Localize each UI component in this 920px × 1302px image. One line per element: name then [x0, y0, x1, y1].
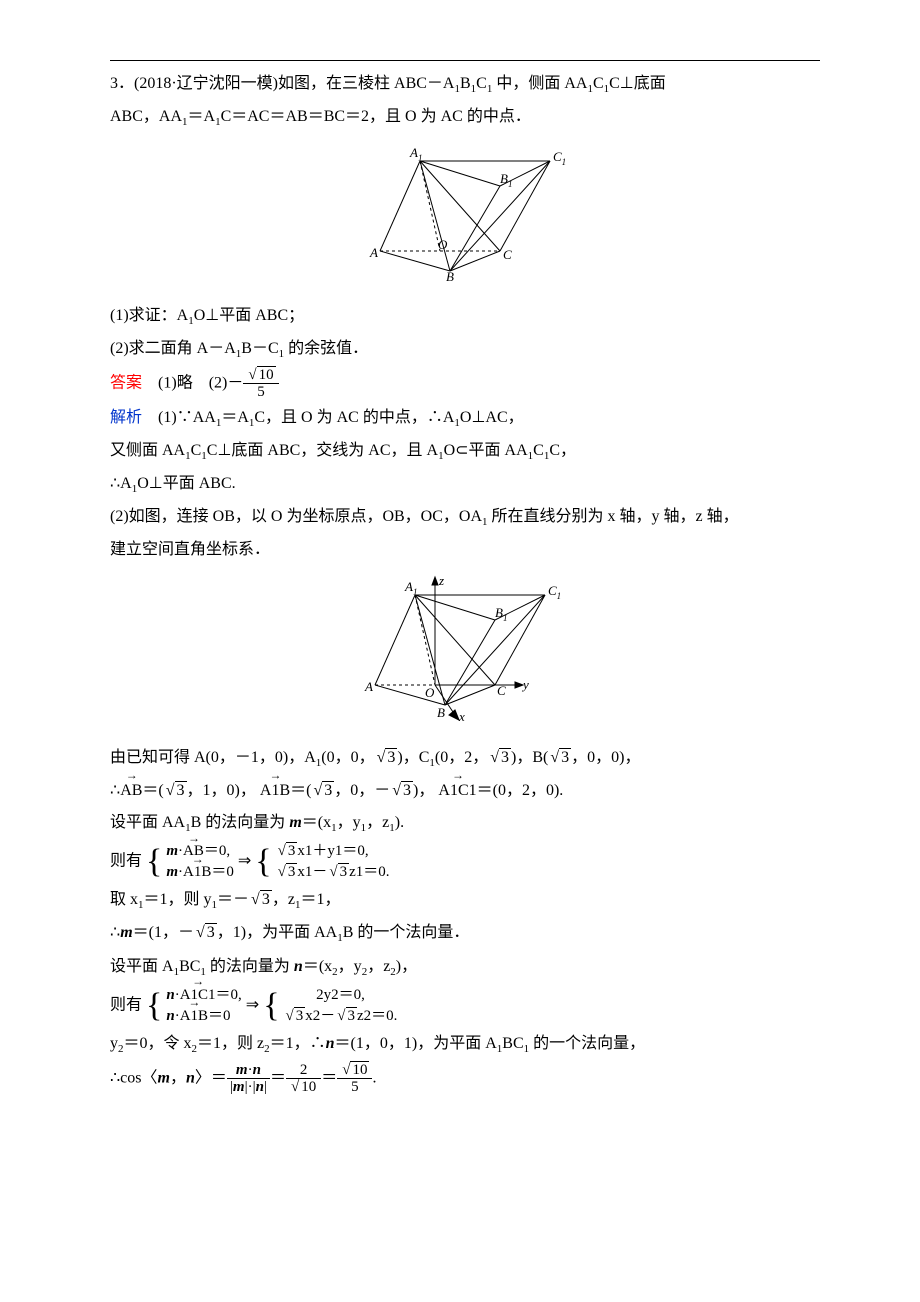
problem-number: 3: [110, 75, 118, 92]
svg-text:C: C: [497, 683, 506, 698]
system-2: 则有 { n·A1C1＝0, n·A1B＝0 ⇒ { 2y2＝0, 3x2－3z…: [110, 985, 820, 1027]
problem-source: (2018·辽宁沈阳一模): [134, 75, 278, 92]
figure-2: A B C O A1 B1 C1 z y x: [110, 573, 820, 734]
vectors-line: ∴AB＝(3，1，0)， A1B＝(3，0，－3)， A1C1＝(0，2，0).: [110, 776, 820, 806]
analysis-line-1: 解析 (1)∵AA1＝A1C，且 O 为 AC 的中点，∴A1O⊥AC，: [110, 403, 820, 434]
answer-label: 答案: [110, 374, 142, 391]
svg-text:B: B: [437, 705, 445, 720]
svg-text:y: y: [521, 677, 529, 692]
analysis-label: 解析: [110, 409, 142, 426]
svg-text:C: C: [503, 247, 512, 262]
analysis-line-4: (2)如图，连接 OB，以 O 为坐标原点，OB，OC，OA1 所在直线分别为 …: [110, 502, 820, 533]
vec-AB: AB: [120, 776, 142, 806]
answer-fraction: 105: [243, 367, 278, 401]
figure-1: A B C O A1 B1 C1: [110, 141, 820, 292]
m-solution-line: ∴m＝(1，－3，1)，为平面 AA1B 的一个法向量．: [110, 918, 820, 949]
final-line: ∴cos〈m，n〉＝m·n|m|·|n|＝210＝105.: [110, 1062, 820, 1096]
svg-text:B1: B1: [500, 171, 512, 189]
pick-x1-line: 取 x1＝1，则 y1＝－3，z1＝1，: [110, 885, 820, 916]
analysis-line-5: 建立空间直角坐标系．: [110, 535, 820, 565]
prism-diagram-1: A B C O A1 B1 C1: [350, 141, 580, 281]
prism-diagram-2: A B C O A1 B1 C1 z y x: [345, 573, 585, 723]
answer-line: 答案 (1)略 (2)－105: [110, 367, 820, 401]
question-2: (2)求二面角 A－A1B－C1 的余弦值．: [110, 334, 820, 365]
y2-line: y2＝0，令 x2＝1，则 z2＝1，∴n＝(1，0，1)，为平面 A1BC1 …: [110, 1029, 820, 1060]
svg-text:O: O: [438, 237, 448, 252]
vec-A1C1: A1C1: [438, 776, 476, 806]
svg-text:A1: A1: [409, 145, 422, 163]
svg-text:z: z: [438, 573, 444, 588]
page: 3．(2018·辽宁沈阳一模)如图，在三棱柱 ABC－A1B1C1 中，侧面 A…: [0, 0, 920, 1196]
system-1: 则有 { m·AB＝0, m·A1B＝0 ⇒ { 3x1＋y1＝0, 3x1－3…: [110, 841, 820, 883]
problem-line-1: 3．(2018·辽宁沈阳一模)如图，在三棱柱 ABC－A1B1C1 中，侧面 A…: [110, 69, 820, 100]
svg-text:C1: C1: [548, 583, 561, 601]
vec-A1B: A1B: [260, 776, 290, 806]
plane-n-line: 设平面 A1BC1 的法向量为 n＝(x2，y2，z2)，: [110, 952, 820, 983]
svg-text:A: A: [364, 679, 373, 694]
svg-text:x: x: [458, 709, 465, 723]
problem-line-2: ABC，AA1＝A1C＝AC＝AB＝BC＝2，且 O 为 AC 的中点．: [110, 102, 820, 133]
svg-text:A1: A1: [404, 579, 417, 597]
svg-text:A: A: [369, 245, 378, 260]
svg-text:B: B: [446, 269, 454, 281]
svg-text:B1: B1: [495, 605, 507, 623]
analysis-line-2: 又侧面 AA1C1C⊥底面 ABC，交线为 AC，且 A1O⊂平面 AA1C1C…: [110, 436, 820, 467]
analysis-line-3: ∴A1O⊥平面 ABC.: [110, 469, 820, 500]
question-1: (1)求证：A1O⊥平面 ABC；: [110, 301, 820, 332]
svg-text:C1: C1: [553, 149, 566, 167]
svg-text:O: O: [425, 685, 435, 700]
top-rule: [110, 60, 820, 61]
plane-m-line: 设平面 AA1B 的法向量为 m＝(x1，y1，z1).: [110, 808, 820, 839]
